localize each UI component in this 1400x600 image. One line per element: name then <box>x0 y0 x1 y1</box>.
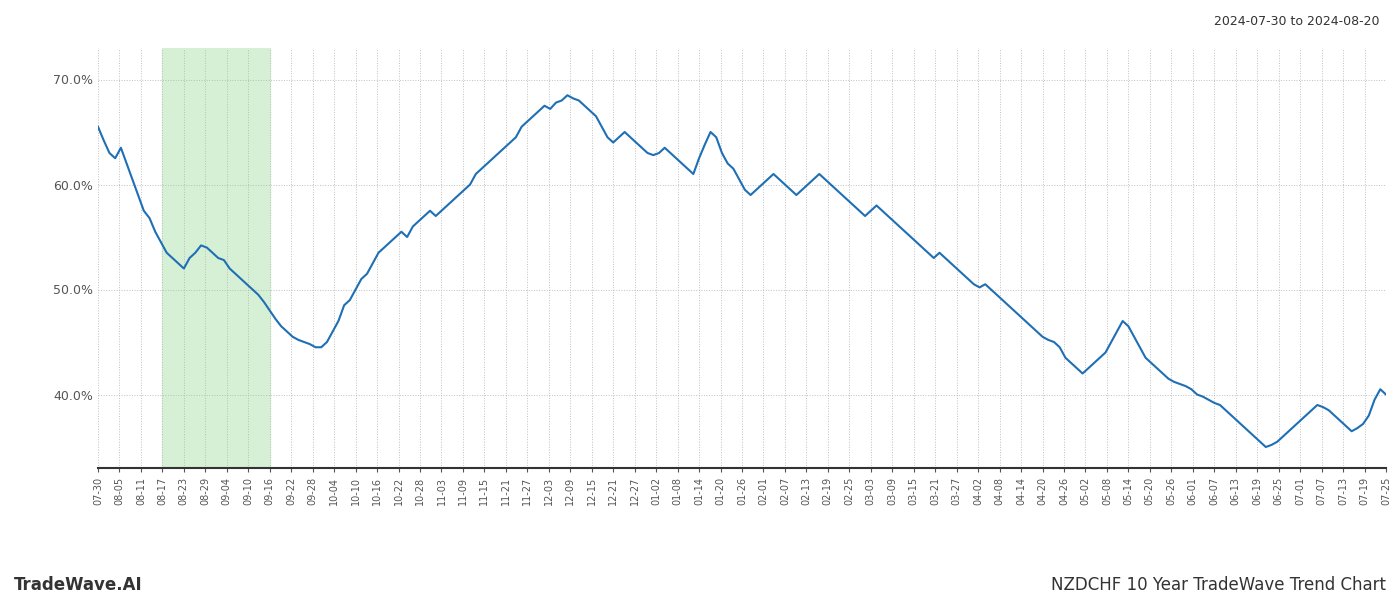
Text: NZDCHF 10 Year TradeWave Trend Chart: NZDCHF 10 Year TradeWave Trend Chart <box>1051 576 1386 594</box>
Text: TradeWave.AI: TradeWave.AI <box>14 576 143 594</box>
Bar <box>162 48 270 468</box>
Text: 2024-07-30 to 2024-08-20: 2024-07-30 to 2024-08-20 <box>1214 15 1379 28</box>
